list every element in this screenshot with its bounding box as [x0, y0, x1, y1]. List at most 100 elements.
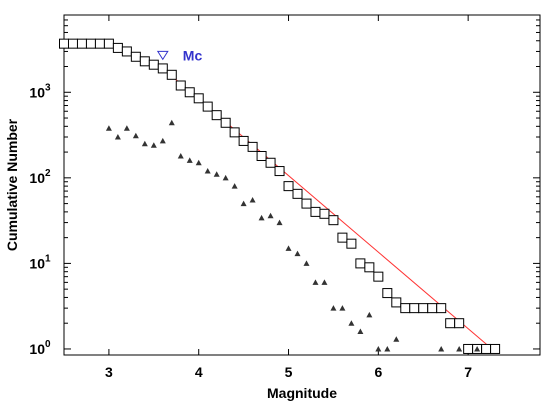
square-point — [400, 303, 411, 314]
triangle-point — [258, 214, 265, 221]
triangle-point — [132, 132, 139, 139]
square-point — [59, 38, 69, 49]
mc-marker — [156, 50, 169, 61]
square-point — [292, 188, 303, 199]
y-tick-label: 102 — [29, 168, 51, 186]
triangle-point — [123, 125, 130, 131]
y-tick-label: 100 — [29, 339, 51, 357]
mc-label: Mc — [183, 47, 203, 63]
triangle-point — [312, 279, 319, 285]
triangle-point — [105, 125, 112, 131]
square-point — [238, 135, 249, 146]
triangle-point — [141, 140, 148, 147]
square-point — [301, 198, 312, 209]
triangle-point — [348, 320, 355, 326]
square-point — [274, 166, 285, 177]
square-point — [130, 51, 141, 62]
square-point — [166, 69, 177, 80]
square-point — [328, 215, 339, 226]
triangle-point — [150, 142, 157, 148]
annotations: Mc — [156, 47, 203, 63]
triangle-point — [267, 212, 274, 219]
square-point — [481, 343, 492, 354]
triangle-point — [240, 200, 247, 207]
triangle-point — [195, 159, 202, 166]
square-point — [157, 63, 168, 74]
square-point — [121, 46, 132, 57]
triangle-point — [438, 345, 445, 352]
triangle-point — [168, 119, 175, 126]
triangle-point — [159, 137, 166, 144]
square-point — [247, 141, 258, 152]
triangle-point — [321, 279, 328, 285]
square-point — [454, 318, 465, 329]
square-point — [256, 150, 267, 161]
y-axis-ticks: 100 101 102 103 — [29, 14, 540, 357]
x-tick-label: 5 — [285, 364, 293, 380]
square-point — [490, 343, 501, 354]
triangle-point — [330, 305, 337, 311]
triangle-point — [303, 260, 310, 266]
square-point — [463, 343, 474, 354]
square-point — [220, 117, 231, 128]
triangle-point — [393, 336, 400, 342]
x-tick-label: 3 — [105, 364, 113, 380]
square-point — [103, 38, 114, 49]
square-point — [337, 232, 348, 243]
triangle-point — [249, 197, 256, 203]
triangle-point — [474, 345, 481, 352]
square-point — [112, 42, 123, 53]
square-point — [184, 87, 195, 98]
y-tick-label: 103 — [29, 82, 51, 100]
square-point — [373, 271, 384, 282]
square-point — [436, 303, 447, 314]
square-point — [346, 238, 357, 249]
triangle-point — [204, 168, 211, 174]
y-axis-label: Cumulative Number — [4, 118, 20, 251]
triangle-point — [357, 328, 364, 334]
square-point — [445, 318, 456, 329]
square-point — [94, 38, 105, 49]
square-point — [382, 288, 393, 299]
square-point — [148, 59, 159, 70]
square-point — [418, 303, 429, 314]
triangle-point — [213, 171, 220, 177]
square-point — [364, 262, 375, 273]
plot-frame — [63, 14, 541, 356]
square-point — [391, 297, 402, 308]
square-point — [67, 38, 78, 49]
square-point — [202, 101, 213, 112]
square-point — [76, 38, 87, 49]
x-tick-label: 4 — [195, 364, 203, 380]
series-group — [59, 38, 501, 354]
x-tick-label: 6 — [374, 364, 382, 380]
square-point — [310, 206, 321, 217]
triangle-point — [186, 157, 193, 163]
square-point — [283, 181, 294, 192]
triangle-point — [366, 311, 373, 318]
square-point — [409, 303, 420, 314]
x-axis-label: Magnitude — [267, 385, 337, 401]
triangle-point — [339, 305, 346, 311]
square-point — [175, 80, 186, 91]
triangle-point — [177, 152, 184, 159]
square-point — [85, 38, 96, 49]
y-tick-label: 101 — [29, 253, 51, 271]
square-point — [139, 56, 150, 67]
triangle-point — [222, 174, 229, 181]
triangle-point — [114, 134, 121, 140]
triangle-point — [384, 345, 391, 352]
triangle-point — [456, 345, 463, 352]
x-tick-label: 7 — [464, 364, 472, 380]
square-point — [193, 93, 204, 104]
square-point — [427, 303, 438, 314]
triangle-point — [294, 250, 301, 257]
square-point — [211, 110, 222, 121]
square-point — [319, 208, 330, 219]
square-point — [355, 258, 366, 269]
square-point — [265, 157, 276, 168]
triangle-point — [375, 345, 382, 352]
triangle-point — [285, 245, 292, 251]
triangle-point — [276, 219, 283, 226]
